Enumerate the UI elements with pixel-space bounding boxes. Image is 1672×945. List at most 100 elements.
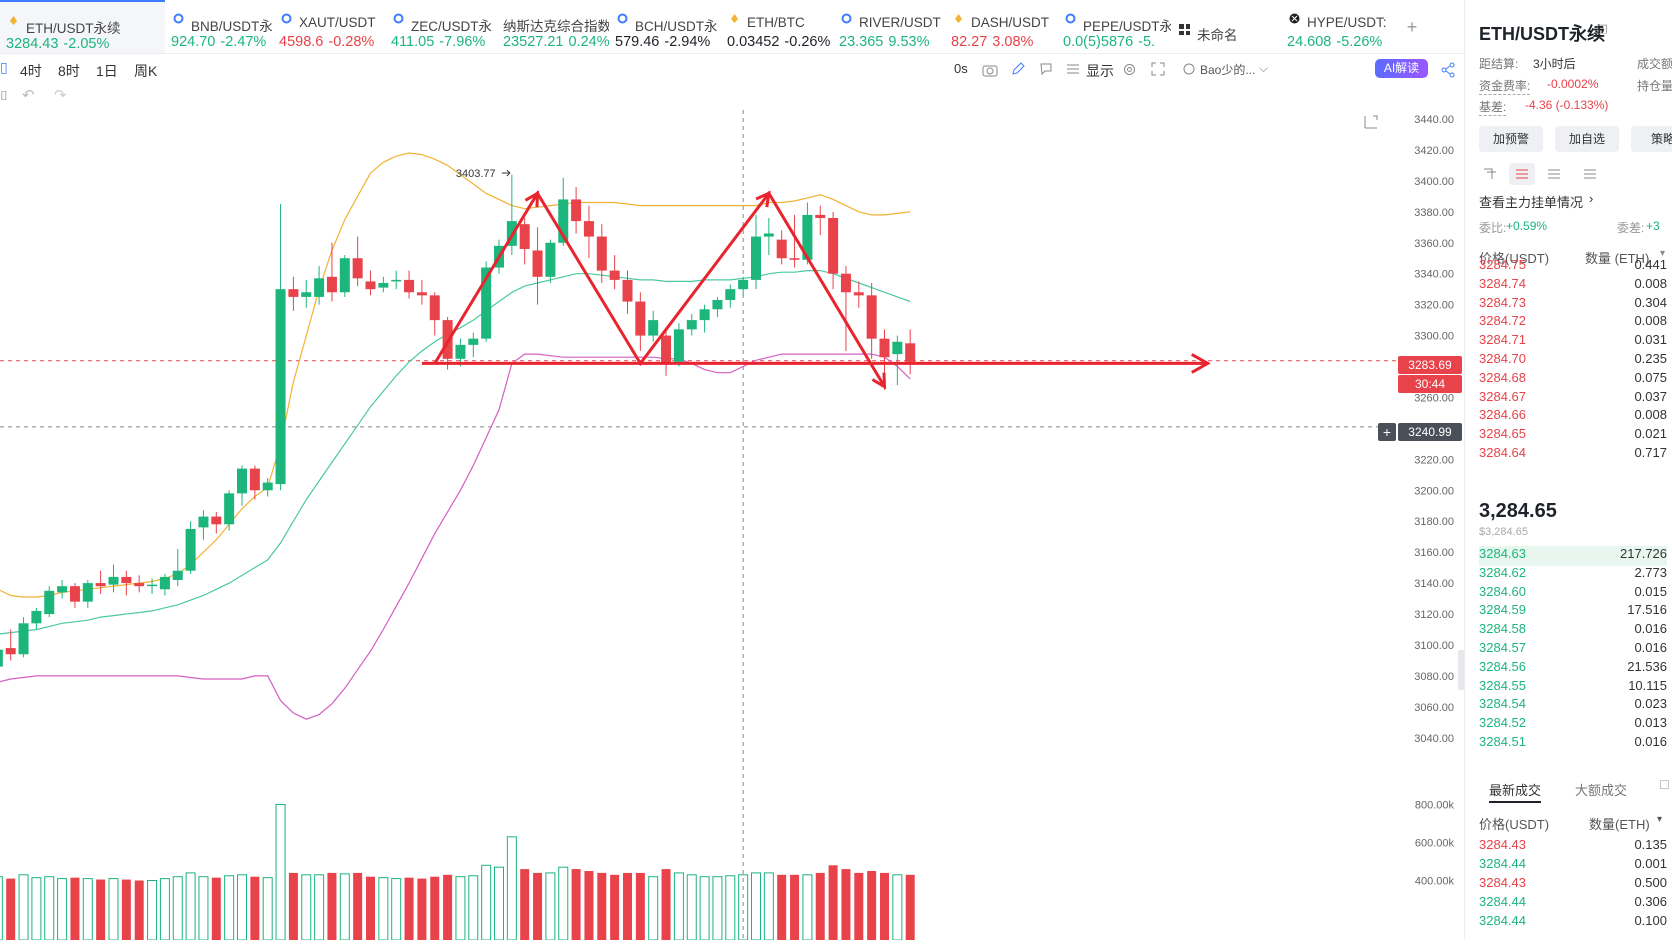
- symbol-tab[interactable]: PEPE/USDT永 0.0(5)5876 -5.: [1057, 0, 1171, 53]
- trades-qty-header[interactable]: 数量(ETH): [1589, 817, 1650, 832]
- ask-row[interactable]: 3284.74 0.008: [1479, 276, 1667, 296]
- ask-row[interactable]: 3284.71 0.031: [1479, 332, 1667, 352]
- trade-qty: 0.001: [1634, 856, 1667, 871]
- bid-row[interactable]: 3284.62 2.773: [1479, 565, 1667, 585]
- candle-body: [635, 301, 646, 336]
- undo-icon[interactable]: ↶: [22, 87, 35, 104]
- symbol-tab[interactable]: HYPE/USDT: 24.608 -5.26%: [1281, 0, 1394, 53]
- symbol-tab[interactable]: ETH/BTC 0.03452 -0.26%: [721, 0, 833, 53]
- ask-qty: 0.008: [1634, 275, 1667, 291]
- basis-label[interactable]: 基差:: [1479, 100, 1507, 116]
- symbol-tab[interactable]: 纳斯达克综合指数 23527.21 0.24%: [497, 0, 609, 53]
- interval-1d[interactable]: 1日: [96, 63, 118, 79]
- tab-price: 23.365: [839, 34, 884, 50]
- bid-row[interactable]: 3284.60 0.015: [1479, 584, 1667, 604]
- orderbook-view-icon[interactable]: [1483, 168, 1497, 180]
- volume-bar: [648, 876, 659, 941]
- symbol-tab[interactable]: ETH/USDT永续 3284.43 -2.05%: [0, 0, 165, 53]
- ask-row[interactable]: 3284.75 0.441: [1479, 257, 1667, 277]
- collapse-panel-handle[interactable]: [1458, 650, 1466, 690]
- symbol-tab[interactable]: ZEC/USDT永 411.05 -7.96%: [385, 0, 497, 53]
- ask-row[interactable]: 3284.72 0.008: [1479, 313, 1667, 333]
- ask-row[interactable]: 3284.67 0.037: [1479, 389, 1667, 409]
- orderbook-asks-view-icon[interactable]: [1547, 168, 1561, 180]
- ask-row[interactable]: 3284.70 0.235: [1479, 351, 1667, 371]
- bid-row[interactable]: 3284.58 0.016: [1479, 621, 1667, 641]
- turnover-label: 成交额: [1637, 57, 1672, 71]
- ai-analysis-button[interactable]: AI解读: [1375, 59, 1428, 78]
- left-edge-icon[interactable]: ▯: [0, 59, 8, 75]
- symbol-tab[interactable]: BNB/USDT永 924.70 -2.47%: [165, 0, 273, 53]
- symbol-tab[interactable]: BCH/USDT永 579.46 -2.94%: [609, 0, 721, 53]
- volume-bar: [211, 877, 221, 940]
- bid-row[interactable]: 3284.55 10.115: [1479, 678, 1667, 698]
- volume-bar: [468, 875, 479, 941]
- symbol-tab[interactable]: 未命名: [1171, 0, 1281, 53]
- grid-icon: [1179, 24, 1190, 35]
- ask-row[interactable]: 3284.73 0.304: [1479, 295, 1667, 315]
- bid-row[interactable]: 3284.54 0.023: [1479, 696, 1667, 716]
- fullscreen-icon[interactable]: [1151, 62, 1165, 76]
- share-icon[interactable]: [1440, 62, 1456, 78]
- bid-qty: 2.773: [1634, 564, 1667, 580]
- ask-row[interactable]: 3284.66 0.008: [1479, 407, 1667, 427]
- add-watchlist-button[interactable]: 加自选: [1555, 126, 1619, 152]
- whale-orders-link[interactable]: 查看主力挂单情况: [1479, 195, 1584, 210]
- bid-row[interactable]: 3284.51 0.016: [1479, 734, 1667, 754]
- add-tab-button[interactable]: +: [1406, 17, 1418, 37]
- tab-symbol-name: ETH/BTC: [747, 15, 805, 30]
- add-alert-button[interactable]: 加预警: [1479, 126, 1543, 152]
- settings-list-icon[interactable]: [1066, 63, 1080, 75]
- symbol-tab[interactable]: RIVER/USDT 23.365 9.53%: [833, 0, 945, 53]
- pencil-icon[interactable]: [1011, 62, 1025, 76]
- checkbox-icon[interactable]: ☐: [1659, 778, 1670, 792]
- orderbook-both-view-icon[interactable]: [1509, 163, 1535, 185]
- symbol-tab[interactable]: DASH/USDT 82.27 3.08%: [945, 0, 1057, 53]
- user-name[interactable]: Bao少的...: [1200, 63, 1256, 77]
- strategy-button[interactable]: 策略: [1631, 126, 1672, 152]
- volume-bar: [0, 876, 3, 941]
- redo-icon[interactable]: ↷: [54, 87, 67, 104]
- mid-price: 3,284.65: [1479, 500, 1557, 522]
- display-button[interactable]: 显示: [1086, 63, 1114, 79]
- volume-bar: [275, 804, 286, 941]
- current-price-badge: 3283.69: [1398, 356, 1462, 374]
- ask-row[interactable]: 3284.64 0.717: [1479, 445, 1667, 465]
- symbol-tab[interactable]: XAUT/USDT 4598.6 -0.28%: [273, 0, 385, 53]
- bid-row[interactable]: 3284.52 0.013: [1479, 715, 1667, 735]
- candle-body: [802, 214, 813, 260]
- neckline-arrowhead: [1191, 353, 1211, 374]
- bid-row[interactable]: 3284.59 17.516: [1479, 602, 1667, 622]
- bid-row[interactable]: 3284.63 217.726: [1479, 546, 1667, 566]
- expand-chart-icon[interactable]: [1363, 114, 1379, 130]
- trade-row: 3284.44 0.001: [1479, 856, 1667, 876]
- ask-row[interactable]: 3284.65 0.021: [1479, 426, 1667, 446]
- candle-body: [69, 586, 80, 602]
- tab-large-trades[interactable]: 大额成交: [1575, 783, 1628, 798]
- indicator-icon[interactable]: [1039, 62, 1053, 76]
- volume-bar: [623, 872, 632, 940]
- orderbook-qty-header[interactable]: 数量 (ETH): [1585, 251, 1650, 266]
- panel-toggle-icon[interactable]: ⌷: [0, 88, 8, 103]
- copy-icon[interactable]: ❐: [1597, 23, 1608, 37]
- ask-row[interactable]: 3284.68 0.075: [1479, 370, 1667, 390]
- orderbook-bids-view-icon[interactable]: [1583, 168, 1597, 180]
- bid-row[interactable]: 3284.56 21.536: [1479, 659, 1667, 679]
- candlestick-chart[interactable]: 3440.00 3420.00 3400.00 3380.00 3360.00 3340.…: [0, 110, 1466, 941]
- qty-unit-dropdown-icon[interactable]: ▾: [1660, 248, 1666, 259]
- chart-canvas[interactable]: 3440.00 3420.00 3400.00 3380.00 3360.00 3340.…: [0, 110, 1464, 941]
- volume-bar: [635, 872, 645, 940]
- bid-row[interactable]: 3284.57 0.016: [1479, 640, 1667, 660]
- interval-8h[interactable]: 8时: [58, 63, 80, 79]
- interval-1w[interactable]: 周K: [134, 63, 158, 79]
- chevron-down-icon[interactable]: ⌵: [1259, 61, 1269, 75]
- funding-label[interactable]: 资金费率:: [1479, 79, 1531, 95]
- add-order-plus-icon[interactable]: +: [1378, 423, 1396, 441]
- volume-bar: [314, 874, 325, 941]
- ask-price: 3284.66: [1479, 407, 1526, 423]
- interval-4h[interactable]: 4时: [20, 63, 42, 79]
- gear-icon[interactable]: [1122, 62, 1137, 77]
- tab-latest-trades[interactable]: 最新成交: [1489, 780, 1542, 803]
- trades-qty-dropdown-icon[interactable]: ▾: [1657, 814, 1663, 825]
- camera-icon[interactable]: [982, 63, 998, 77]
